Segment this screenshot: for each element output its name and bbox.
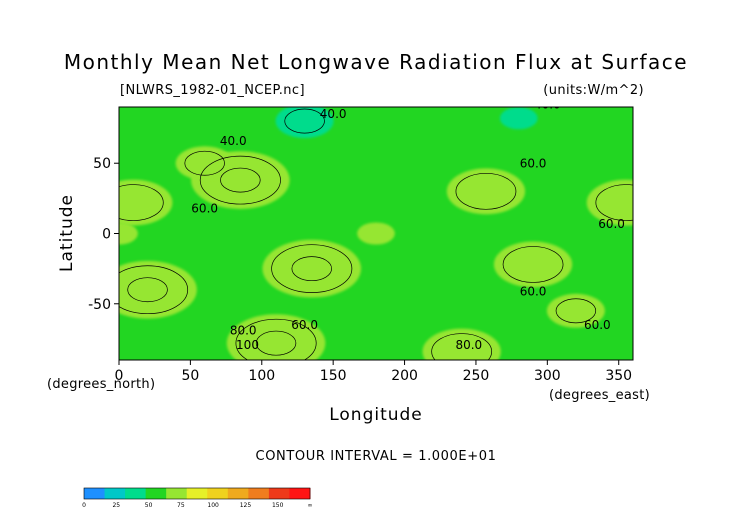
contour-label: 60.0 <box>598 217 625 231</box>
colorbar-swatch <box>186 488 208 499</box>
flux-region <box>119 260 197 319</box>
contour-line <box>199 155 281 205</box>
colorbar-tick-label: 100 <box>207 502 219 509</box>
contour-label: 60.0 <box>520 156 547 170</box>
y-axis-ticks: 50 0 -50 <box>88 156 119 313</box>
contour-line <box>502 246 564 283</box>
x-axis-ticks: 0 50 100 150 200 250 300 350 <box>115 360 632 384</box>
colorbar-swatch <box>207 488 229 499</box>
contour-labels: 40.0 40.0 40.0 60.0 60.0 60.0 60.0 60.0 60.0 80.0… <box>191 97 625 352</box>
contour-label: 100 <box>236 338 259 352</box>
flux-region <box>119 222 138 245</box>
colorbar-swatch <box>268 488 290 499</box>
contour-line <box>184 150 225 176</box>
x-tick-label: 100 <box>248 368 275 384</box>
contour-line <box>555 298 597 324</box>
colorbar-swatch <box>166 488 188 499</box>
flux-region <box>262 239 362 298</box>
contour-line <box>595 184 633 221</box>
contour-line <box>235 318 317 360</box>
flux-region <box>446 168 526 215</box>
colorbar-swatch <box>145 488 167 499</box>
flux-region <box>275 107 334 139</box>
contour-line <box>220 167 261 193</box>
flux-region <box>586 179 633 226</box>
contour-line <box>119 265 189 315</box>
flux-region <box>422 328 501 360</box>
x-tick-label: 150 <box>320 368 347 384</box>
contour-lines <box>119 108 633 360</box>
flux-region <box>357 222 395 245</box>
contour-line <box>291 256 332 282</box>
contour-label: 80.0 <box>230 324 257 338</box>
colorbar-tick-label: 50 <box>145 502 153 509</box>
chart-title: Monthly Mean Net Longwave Radiation Flux… <box>64 50 688 74</box>
contour-line <box>455 172 517 210</box>
y-tick-label: 0 <box>102 227 111 243</box>
x-tick-label: 250 <box>463 368 490 384</box>
file-label: [NLWRS_1982-01_NCEP.nc] <box>120 83 305 98</box>
contour-label: 60.0 <box>520 284 547 298</box>
y-tick-label: 50 <box>93 156 111 172</box>
colorbar-tick-label: 150 <box>272 502 284 509</box>
colorbar-tick-label: 0 <box>82 502 86 509</box>
contour-line <box>127 277 168 303</box>
colorbar-tick-label: 125 <box>240 502 252 509</box>
colorbar-swatch <box>227 488 249 499</box>
colorbar-swatch <box>289 488 311 499</box>
contour-label: 60.0 <box>191 201 218 215</box>
colorbar-tick-label: 25 <box>112 502 120 509</box>
y-tick-label: -50 <box>88 297 111 313</box>
contour-line <box>284 108 325 134</box>
colorbar-swatch <box>125 488 147 499</box>
contour-line <box>431 333 493 360</box>
colorbar-swatch <box>248 488 270 499</box>
x-axis-label: Longitude <box>329 405 423 425</box>
contour-line <box>119 184 164 221</box>
contour-label: 40.0 <box>534 97 561 111</box>
contour-label: 80.0 <box>455 338 482 352</box>
y-unit-label: (degrees_north) <box>47 377 155 392</box>
flux-region <box>119 179 173 226</box>
contour-label: 40.0 <box>220 134 247 148</box>
flux-region <box>493 241 573 288</box>
colorbar: 0 25 50 75 100 125 150 ∞ <box>82 487 313 509</box>
contour-label: 40.0 <box>320 107 347 121</box>
contour-line <box>255 330 297 356</box>
plot-area: 40.0 40.0 40.0 60.0 60.0 60.0 60.0 60.0 60.0 80.0… <box>119 97 633 360</box>
contour-line <box>271 244 353 293</box>
colorbar-frame <box>83 487 311 500</box>
flux-region <box>499 107 538 130</box>
x-unit-label: (degrees_east) <box>549 388 650 403</box>
x-tick-label: 350 <box>605 368 632 384</box>
x-tick-label: 300 <box>534 368 561 384</box>
colorbar-swatch <box>84 488 106 499</box>
flux-region <box>226 314 326 360</box>
colorbar-tick-label: ∞ <box>308 502 313 509</box>
x-tick-label: 0 <box>115 368 124 384</box>
contour-label: 60.0 <box>584 318 611 332</box>
contour-label: 60.0 <box>291 318 318 332</box>
x-tick-label: 50 <box>181 368 199 384</box>
contour-interval-note: CONTOUR INTERVAL = 1.000E+01 <box>256 449 497 464</box>
units-label: (units:W/m^2) <box>543 83 644 98</box>
x-tick-label: 200 <box>391 368 418 384</box>
y-axis-label: Latitude <box>57 194 77 272</box>
colorbar-tick-label: 75 <box>177 502 185 509</box>
colorbar-swatch <box>104 488 126 499</box>
